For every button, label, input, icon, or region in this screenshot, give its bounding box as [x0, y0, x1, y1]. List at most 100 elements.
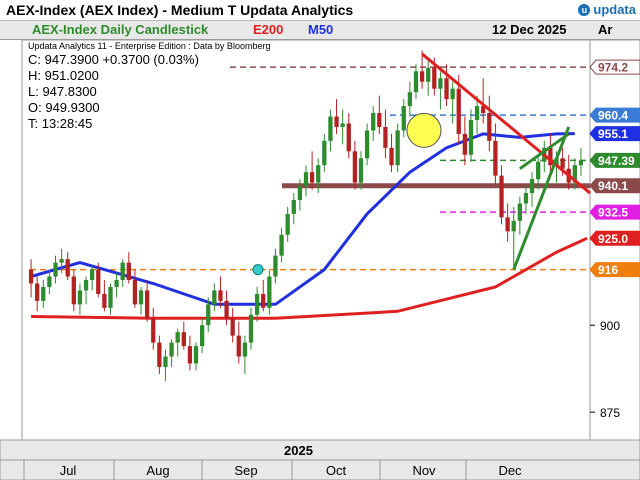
candle-body [90, 269, 95, 280]
candle-body [505, 217, 510, 232]
price-tag-925.0 [589, 230, 640, 246]
candle-body [59, 259, 64, 263]
candle-body [334, 116, 339, 127]
candle-body [322, 140, 327, 166]
chart-header: AEX-Index Daily Candlestick E200 M50 12 … [0, 21, 640, 40]
legend-m50[interactable]: M50 [308, 22, 334, 37]
edition-text: Updata Analytics 11 - Enterprise Edition… [28, 41, 271, 51]
time-value: T: 13:28:45 [28, 116, 93, 131]
x-tick-dec: Dec [498, 463, 522, 478]
candle-body [481, 106, 486, 114]
candle-body [169, 342, 174, 357]
close-value: C: 947.3900 +0.3700 (0.03%) [28, 52, 199, 67]
year-bar [0, 439, 640, 461]
candle-body [126, 262, 131, 280]
open-value: O: 949.9300 [28, 100, 100, 115]
candle-body [572, 165, 577, 183]
candle-body [65, 259, 70, 277]
candle-body [248, 314, 254, 343]
candle-body [193, 346, 199, 364]
candle-body [71, 276, 76, 305]
candle-body [371, 113, 376, 131]
candle-body [267, 276, 272, 308]
x-tick-oct: Oct [326, 463, 347, 478]
price-tag-960.4 [589, 107, 640, 123]
price-tag-947.39 [589, 152, 640, 168]
candle-body [548, 147, 553, 166]
candle-body [53, 262, 58, 277]
candle-body [474, 106, 480, 120]
price-tag-932.5 [589, 204, 640, 220]
candle-body [187, 346, 193, 364]
candle-body [364, 130, 370, 159]
candle-body [309, 172, 315, 183]
legend-e200[interactable]: E200 [253, 22, 284, 37]
candle-body [224, 300, 229, 319]
candle-body [401, 106, 406, 131]
price-tag-label-940.1: 940.1 [598, 179, 628, 193]
resistance-trendline [421, 52, 591, 195]
x-tick-nov: Nov [412, 463, 436, 478]
candle-body [212, 290, 217, 305]
price-tag-label-916: 916 [598, 263, 618, 277]
candle-body [578, 160, 584, 166]
candle-body [236, 335, 241, 357]
candle-body [102, 293, 107, 308]
candle-body [358, 158, 364, 183]
candle-body [468, 120, 474, 155]
x-axis-year-label: 2025 [284, 443, 313, 458]
updata-logo-icon: u [578, 4, 591, 16]
axis-side-label: Ar [598, 22, 613, 37]
candle-body [218, 290, 223, 301]
candle-body [511, 220, 516, 232]
candle-body [529, 179, 535, 194]
m50-line [30, 132, 575, 306]
candle-body [114, 280, 119, 287]
candle-body [28, 269, 34, 284]
candle-body [297, 186, 303, 200]
candle-body [181, 332, 186, 347]
candle-body [413, 71, 419, 93]
channel-trendline [518, 132, 570, 170]
candle-body [273, 255, 278, 277]
candle-body [407, 92, 413, 107]
candle-body [230, 318, 235, 336]
candle-body [419, 71, 425, 82]
price-tag-label-932.5: 932.5 [598, 206, 628, 220]
candle-body [151, 318, 156, 343]
y-tick-label-875: 875 [600, 406, 620, 420]
candle-body [285, 213, 290, 235]
x-tick-jul: Jul [60, 463, 77, 478]
candle-body [328, 116, 333, 141]
price-tag-label-974.2: 974.2 [598, 61, 628, 75]
high-value: H: 951.0200 [28, 68, 99, 83]
candle-body [517, 203, 522, 221]
price-tag-974.2 [589, 59, 640, 75]
candle-body [77, 290, 83, 305]
candle-body [145, 290, 150, 319]
candle-body [444, 78, 449, 100]
low-value: L: 947.8300 [28, 84, 97, 99]
candle-body [536, 161, 541, 180]
updata-logo: u updata [578, 2, 636, 17]
candle-body [456, 88, 461, 134]
candle-body [47, 276, 52, 287]
candle-body [438, 78, 443, 89]
crossover-marker [252, 264, 264, 276]
candle-body [138, 290, 144, 305]
rising-trendline [512, 126, 571, 271]
candle-body [96, 269, 101, 294]
candle-body [340, 123, 345, 127]
candle-body [316, 165, 321, 183]
candle-body [432, 67, 437, 89]
candle-body [83, 280, 89, 291]
price-tag-940.1 [589, 178, 640, 194]
candle-body [41, 286, 46, 301]
candle-body [426, 67, 431, 82]
candle-body [450, 88, 455, 100]
price-tag-label-925.0: 925.0 [598, 232, 628, 246]
y-tick-label-900: 900 [600, 319, 620, 333]
x-tick-aug: Aug [146, 463, 169, 478]
price-tag-label-947.39: 947.39 [598, 154, 635, 168]
